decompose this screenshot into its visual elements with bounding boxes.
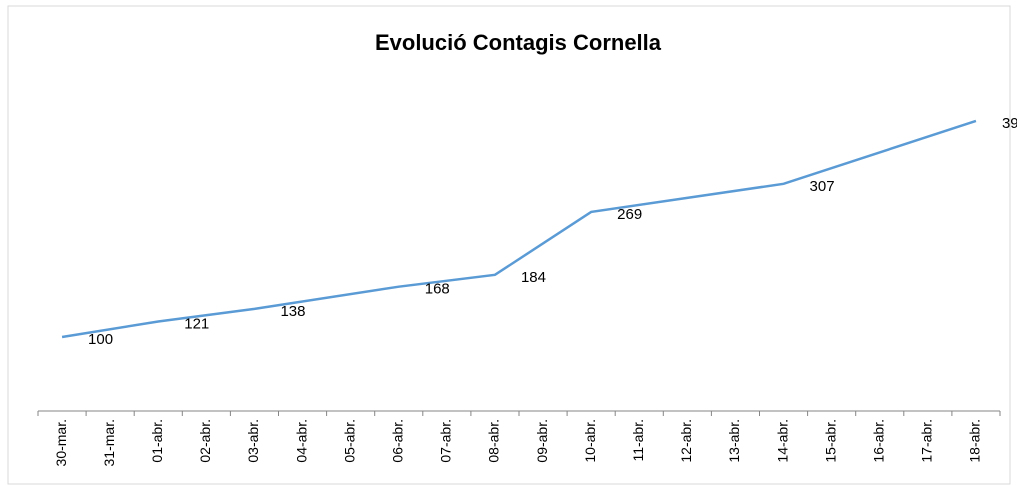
x-tick-label: 15-abr.	[822, 419, 838, 463]
x-tick-label: 18-abr.	[967, 419, 983, 463]
data-label: 138	[280, 303, 305, 320]
data-label: 184	[521, 269, 546, 286]
x-tick-label: 07-abr.	[438, 419, 454, 463]
x-tick-label: 06-abr.	[389, 419, 405, 463]
x-tick-label: 09-abr.	[534, 419, 550, 463]
x-tick-label: 01-abr.	[149, 419, 165, 463]
data-label: 269	[617, 206, 642, 223]
x-tick-label: 16-abr.	[870, 419, 886, 463]
data-label: 100	[88, 331, 113, 348]
x-tick-label: 08-abr.	[486, 419, 502, 463]
x-tick-label: 17-abr.	[919, 419, 935, 463]
x-tick-label: 03-abr.	[245, 419, 261, 463]
x-tick-label: 10-abr.	[582, 419, 598, 463]
x-tick-label: 14-abr.	[774, 419, 790, 463]
x-tick-label: 12-abr.	[678, 419, 694, 463]
chart-frame	[7, 5, 1011, 485]
data-label: 392	[1002, 115, 1017, 132]
x-tick-label: 31-mar.	[101, 419, 117, 466]
data-label: 168	[425, 281, 450, 298]
x-tick-label: 05-abr.	[341, 419, 357, 463]
chart-title: Evolució Contagis Cornella	[375, 30, 662, 55]
x-tick-label: 11-abr.	[630, 419, 646, 462]
line	[61, 119, 977, 339]
data-label: 121	[184, 315, 209, 332]
x-tick-label: 30-mar.	[53, 419, 69, 466]
data-label: 307	[810, 178, 835, 195]
x-tick-label: 13-abr.	[726, 419, 742, 463]
x-tick-label: 02-abr.	[197, 419, 213, 463]
x-tick-label: 04-abr.	[293, 419, 309, 463]
